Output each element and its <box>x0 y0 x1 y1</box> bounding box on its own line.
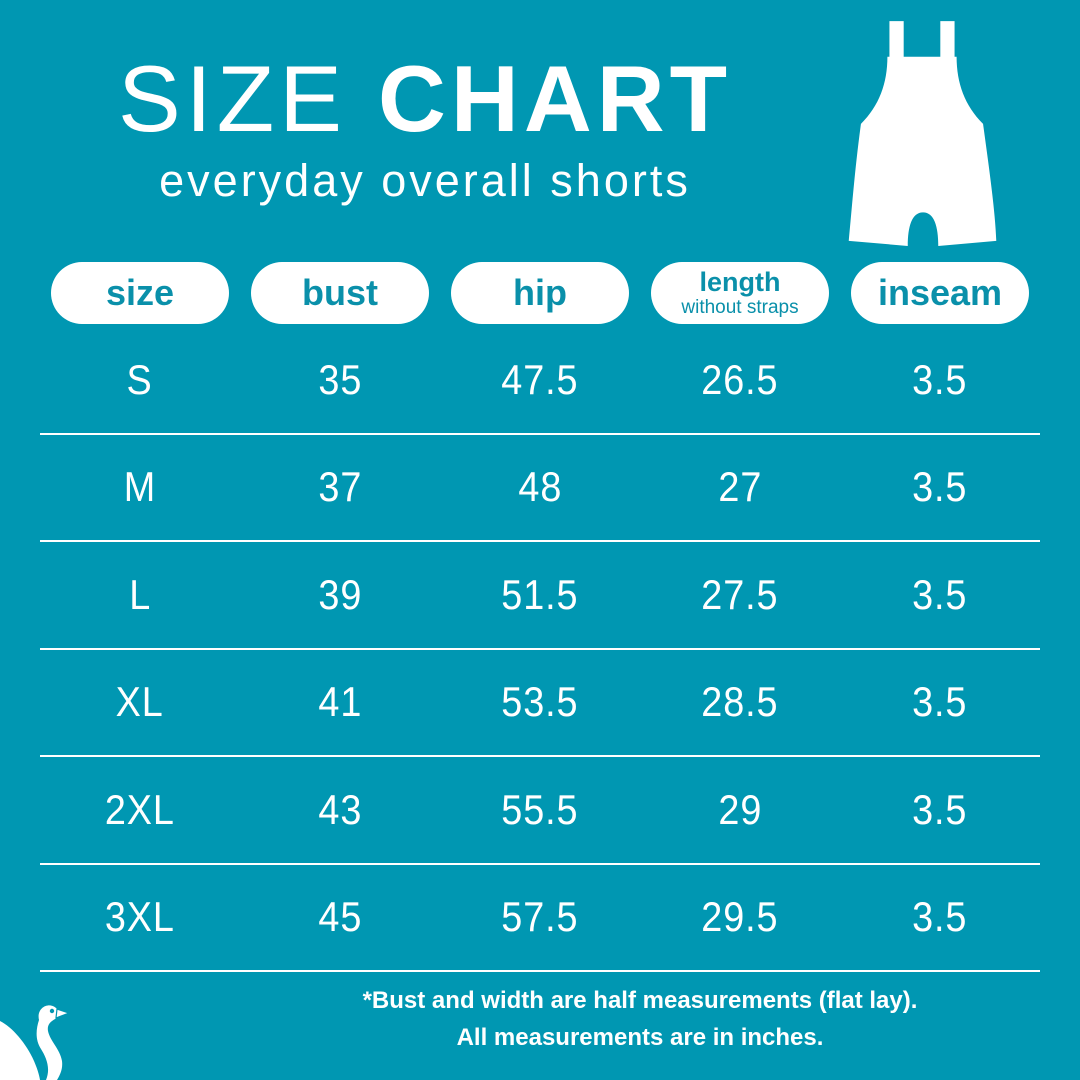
column-pill-hip: hip <box>451 262 629 324</box>
title-word-size: SIZE <box>117 46 347 151</box>
column-header-row: size bust hip length without straps inse… <box>40 262 1040 324</box>
table-cell: M <box>123 463 157 511</box>
column-label: bust <box>302 272 378 313</box>
table-cell: 3.5 <box>912 893 968 941</box>
table-row-m: M 37 48 27 3.5 <box>40 435 1040 542</box>
table-cell: 51.5 <box>501 570 579 618</box>
table-cell: 3.5 <box>912 463 968 511</box>
table-cell: S <box>126 355 154 403</box>
table-cell: 45 <box>318 893 362 941</box>
table-cell: 28.5 <box>701 678 779 726</box>
table-cell: 29.5 <box>701 893 779 941</box>
table-cell: 37 <box>318 463 362 511</box>
column-label: length <box>699 267 781 297</box>
table-cell: 27.5 <box>701 570 779 618</box>
measurement-notes: *Bust and width are half measurements (f… <box>240 982 1040 1056</box>
overall-shorts-icon <box>848 21 997 246</box>
table-row-2xl: 2XL 43 55.5 29 3.5 <box>40 757 1040 865</box>
column-label: hip <box>513 272 567 313</box>
table-row-3xl: 3XL 45 57.5 29.5 3.5 <box>40 865 1040 972</box>
table-cell: 41 <box>318 678 362 726</box>
column-sublabel: without straps <box>681 297 799 318</box>
table-cell: 27 <box>718 463 762 511</box>
table-cell: L <box>129 570 151 618</box>
table-cell: 48 <box>518 463 562 511</box>
title-word-chart: CHART <box>378 46 733 151</box>
column-label: size <box>105 272 175 313</box>
table-cell: 43 <box>318 785 362 833</box>
page-title: SIZE CHART <box>0 49 850 149</box>
table-cell: 3.5 <box>912 355 968 403</box>
table-row-xl: XL 41 53.5 28.5 3.5 <box>40 650 1040 757</box>
table-cell: 3.5 <box>912 785 968 833</box>
table-cell: 35 <box>318 355 362 403</box>
table-row-s: S 35 47.5 26.5 3.5 <box>40 327 1040 435</box>
table-cell: XL <box>115 678 165 726</box>
table-cell: 39 <box>318 570 362 618</box>
table-cell: 53.5 <box>501 678 579 726</box>
header: SIZE CHART everyday overall shorts <box>0 49 850 207</box>
page-subtitle: everyday overall shorts <box>159 154 691 206</box>
table-cell: 55.5 <box>501 785 579 833</box>
table-cell: 29 <box>718 785 762 833</box>
column-label: inseam <box>877 272 1003 313</box>
column-pill-size: size <box>51 262 229 324</box>
size-table: S 35 47.5 26.5 3.5 M 37 48 27 3.5 L 39 5… <box>40 327 1040 972</box>
table-cell: 2XL <box>105 785 175 833</box>
note-line-2: All measurements are in inches. <box>456 1024 824 1051</box>
swan-logo-icon <box>0 1005 70 1080</box>
column-pill-length: length without straps <box>651 262 829 324</box>
table-cell: 26.5 <box>701 355 779 403</box>
table-cell: 57.5 <box>501 893 579 941</box>
table-row-l: L 39 51.5 27.5 3.5 <box>40 542 1040 650</box>
table-cell: 3XL <box>105 893 175 941</box>
column-pill-inseam: inseam <box>851 262 1029 324</box>
table-cell: 3.5 <box>912 570 968 618</box>
table-cell: 3.5 <box>912 678 968 726</box>
column-pill-bust: bust <box>251 262 429 324</box>
table-cell: 47.5 <box>501 355 579 403</box>
note-line-1: *Bust and width are half measurements (f… <box>362 987 918 1014</box>
